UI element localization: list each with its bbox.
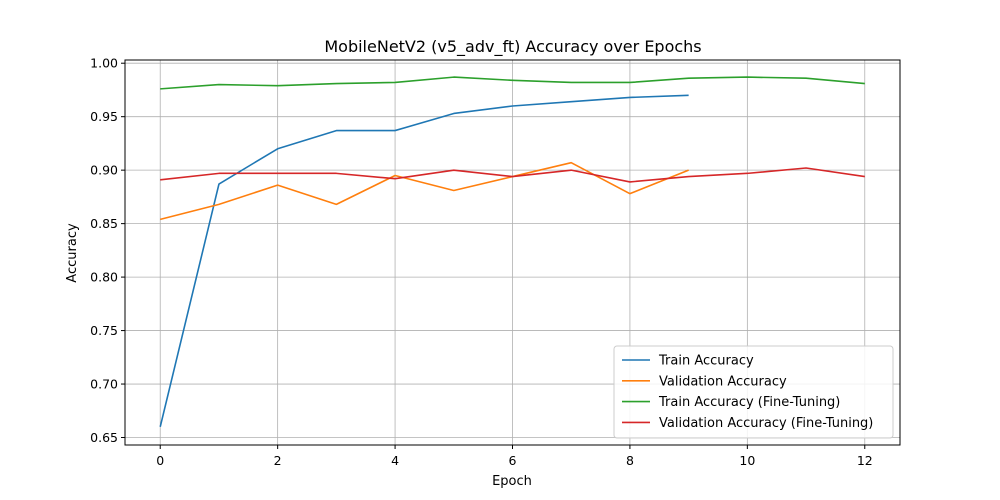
axis-ticks: 0 2 4 6 8 10 12 0.65 0.70 0.75 0.80 0.85 0.90 0.95 1.0…: [90, 56, 873, 468]
x-tick-label: 12: [857, 453, 873, 468]
grid: [125, 60, 900, 445]
x-axis-label: Epoch: [492, 474, 532, 489]
legend-label-2: Validation Accuracy: [659, 374, 787, 389]
y-tick-label: 0.90: [90, 163, 118, 178]
y-axis-label: Accuracy: [65, 223, 80, 283]
y-tick-label: 0.75: [90, 323, 118, 338]
legend-box: [613, 345, 894, 439]
y-tick-label: 0.70: [90, 377, 118, 392]
x-tick-label: 6: [509, 453, 517, 468]
legend-label-3: Train Accuracy (Fine-Tuning): [658, 395, 840, 410]
y-tick-label: 1.00: [90, 56, 118, 71]
legend: Train Accuracy Validation Accuracy Train A…: [613, 345, 894, 439]
x-tick-label: 10: [739, 453, 755, 468]
y-tick-label: 0.85: [90, 216, 118, 231]
legend-label-4: Validation Accuracy (Fine-Tuning): [659, 416, 873, 431]
x-tick-label: 0: [156, 453, 164, 468]
series-line-2: [160, 161, 689, 221]
series-layer: [159, 76, 865, 428]
series-line-1: [159, 94, 689, 428]
series-line-4: [160, 167, 865, 183]
x-tick-label: 8: [626, 453, 634, 468]
series-line-3: [160, 76, 865, 90]
y-tick-label: 0.80: [90, 270, 118, 285]
legend-label-1: Train Accuracy: [658, 354, 754, 369]
y-tick-label: 0.95: [90, 109, 118, 124]
y-tick-label: 0.65: [90, 430, 118, 445]
chart-title: MobileNetV2 (v5_adv_ft) Accuracy over Ep…: [324, 37, 701, 57]
x-tick-label: 4: [391, 453, 399, 468]
x-tick-label: 2: [274, 453, 282, 468]
